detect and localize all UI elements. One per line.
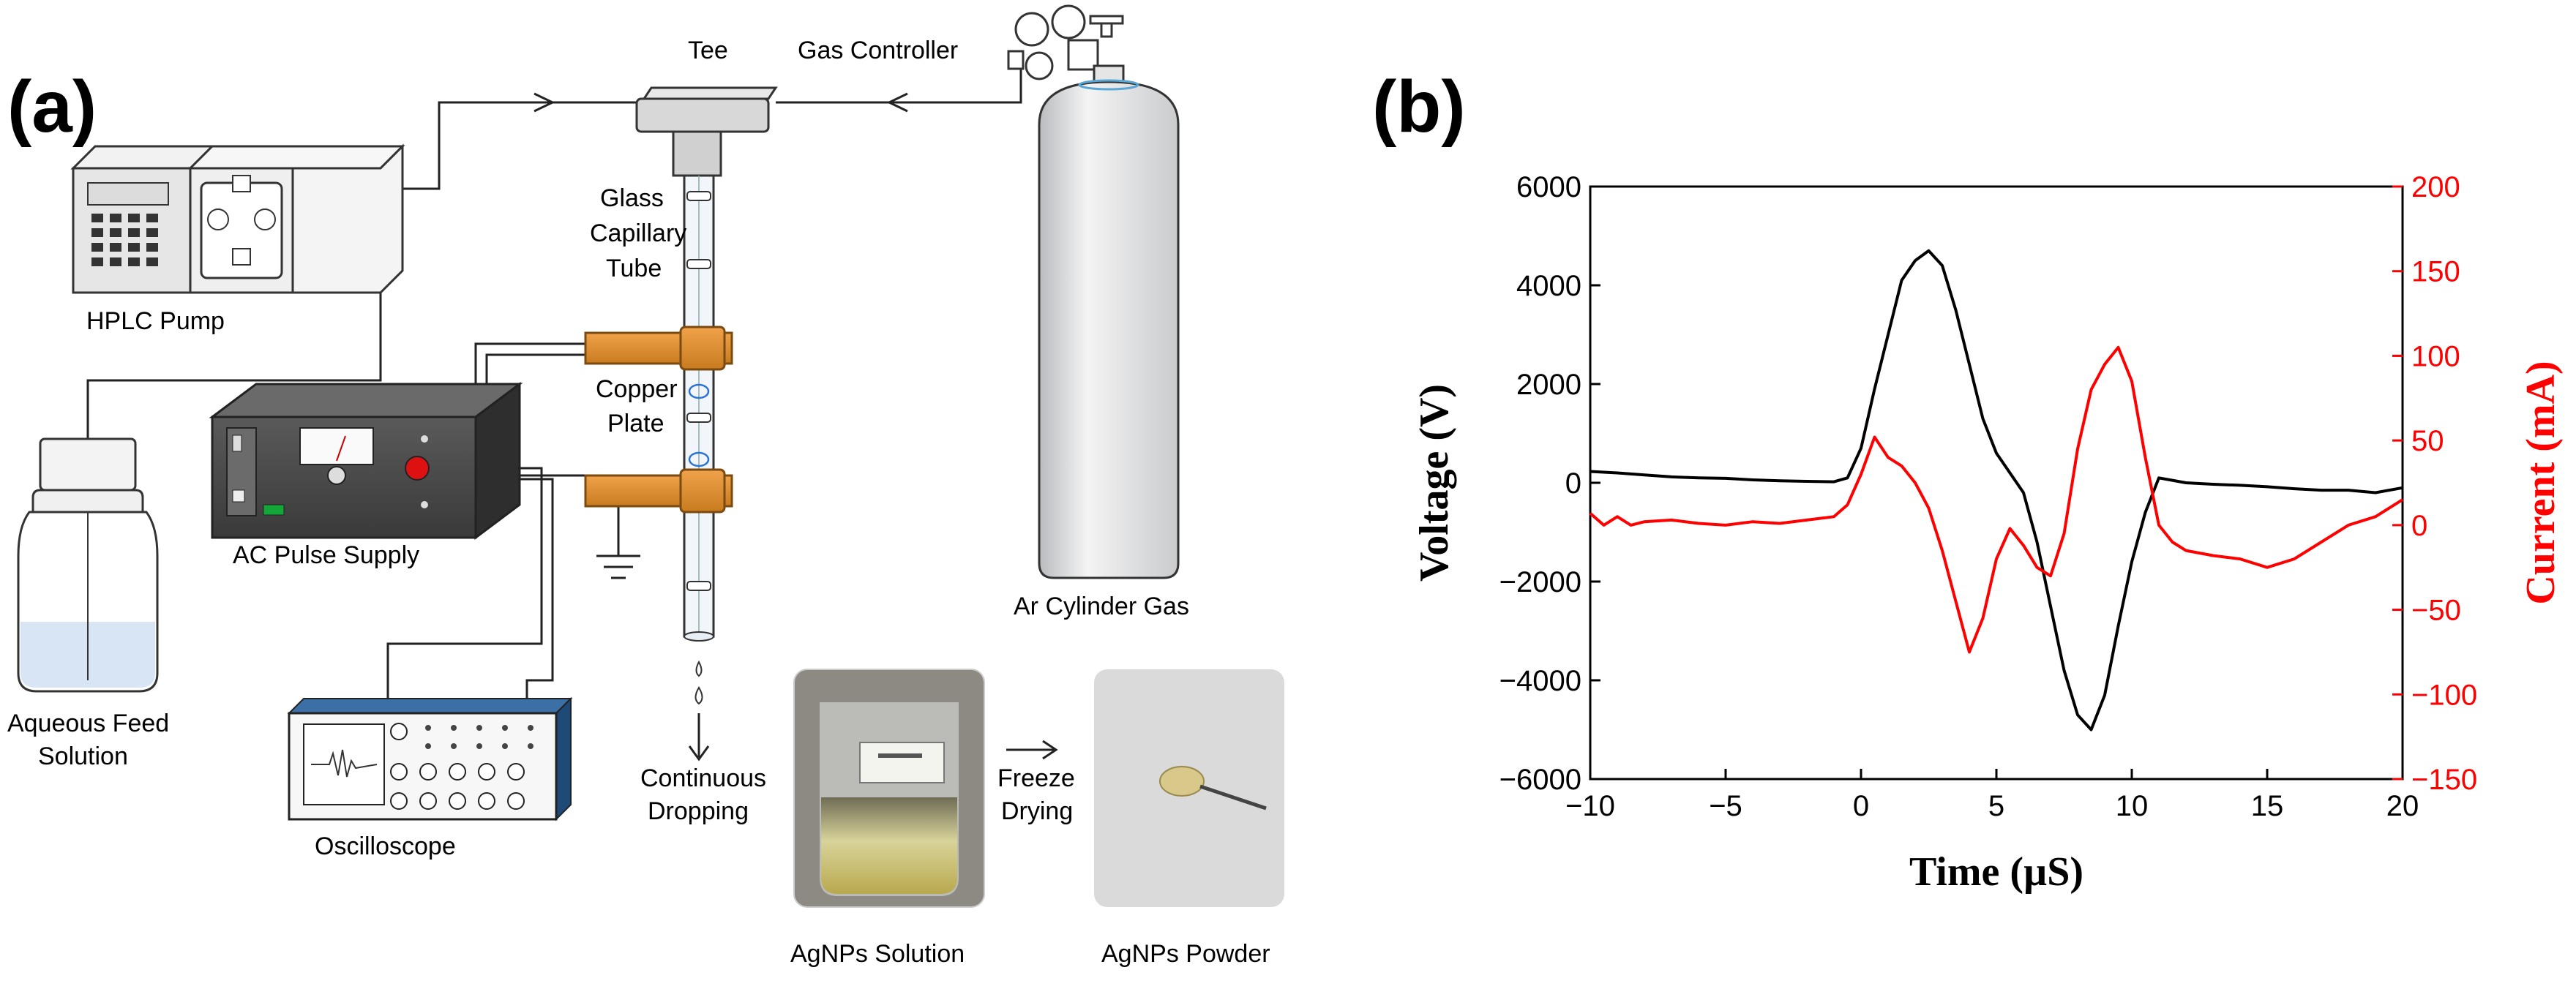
gauge-left-icon bbox=[1014, 12, 1049, 47]
ac-pulse-supply bbox=[209, 382, 523, 540]
agnps-powder-photo bbox=[1094, 669, 1284, 907]
x-tick-label: −10 bbox=[1565, 790, 1615, 822]
label-glass-capillary-3: Tube bbox=[606, 255, 662, 282]
y-tick-label: −6000 bbox=[1499, 764, 1581, 796]
label-tee: Tee bbox=[688, 37, 728, 64]
label-oscilloscope: Oscilloscope bbox=[315, 832, 456, 860]
label-gas-controller: Gas Controller bbox=[798, 37, 958, 64]
flow-arrow-left bbox=[886, 92, 908, 113]
label-glass-capillary-1: Glass bbox=[600, 184, 664, 212]
x-tick-label: 15 bbox=[2251, 790, 2284, 822]
glass-capillary-tube bbox=[683, 174, 715, 642]
panel-a-label: (a) bbox=[7, 66, 97, 148]
y2-tick-label: 50 bbox=[2411, 425, 2444, 457]
ar-cylinder bbox=[1038, 64, 1180, 579]
pump-display bbox=[87, 182, 169, 206]
x-axis-ticks: −10 −5 0 5 10 15 20 bbox=[1565, 769, 2419, 822]
osc-waveform bbox=[311, 749, 378, 778]
supply-meter bbox=[299, 427, 374, 465]
label-aqueous-feed-1: Aqueous Feed bbox=[7, 710, 169, 737]
y-tick-label: 6000 bbox=[1516, 171, 1581, 203]
y-axis-right-ticks: −150 −100 −50 0 50 100 150 200 bbox=[2392, 171, 2477, 796]
x-tick-label: 0 bbox=[1853, 790, 1869, 822]
x-tick-label: 5 bbox=[1988, 790, 2004, 822]
supply-knob-icon bbox=[327, 466, 346, 485]
x-axis-label: Time (µS) bbox=[1909, 849, 2083, 895]
pump-head-right-icon bbox=[254, 208, 276, 230]
panel-b-label: (b) bbox=[1372, 66, 1466, 148]
label-copper-plate-2: Plate bbox=[607, 410, 664, 437]
y-axis-left-ticks: −6000 −4000 −2000 0 2000 4000 6000 bbox=[1499, 171, 1600, 796]
y-tick-label: 0 bbox=[1565, 467, 1581, 500]
y2-tick-label: −150 bbox=[2411, 764, 2477, 796]
label-hplc-pump: HPLC Pump bbox=[86, 307, 225, 335]
label-copper-plate-1: Copper bbox=[596, 375, 678, 403]
plot-frame bbox=[1589, 185, 2404, 781]
panel-b: (b) −10 −5 0 5 10 15 20 −6000−4000−20000200040… bbox=[1372, 66, 2564, 895]
x-tick-label: 20 bbox=[2386, 790, 2419, 822]
tube-pump-to-tee bbox=[381, 101, 637, 190]
wire-supply-to-osc-1 bbox=[386, 467, 543, 702]
label-ar-cylinder-gas: Ar Cylinder Gas bbox=[1014, 593, 1189, 620]
y2-tick-label: −100 bbox=[2411, 679, 2477, 711]
tube-gas-to-tee bbox=[776, 60, 1022, 104]
label-aqueous-feed-2: Solution bbox=[38, 742, 128, 770]
series-voltage-line bbox=[1590, 249, 2403, 732]
oscilloscope bbox=[287, 696, 573, 821]
y2-tick-label: 200 bbox=[2411, 171, 2460, 203]
agnps-solution-photo bbox=[793, 669, 985, 908]
hplc-pump bbox=[70, 143, 405, 294]
aqueous-feed-bottle bbox=[17, 437, 159, 693]
y-tick-label: −4000 bbox=[1499, 665, 1581, 697]
y-tick-label: 4000 bbox=[1516, 270, 1581, 302]
pump-head-left-icon bbox=[207, 208, 229, 230]
panel-a: (a) bbox=[7, 4, 1284, 968]
chart: −10 −5 0 5 10 15 20 −6000−4000−200002000400060… bbox=[1412, 171, 2564, 895]
osc-knobs bbox=[390, 723, 525, 810]
label-ac-pulse-supply: AC Pulse Supply bbox=[233, 541, 419, 569]
label-freeze-drying-2: Drying bbox=[1001, 797, 1073, 825]
label-continuous-dropping-1: Continuous bbox=[640, 764, 766, 792]
y2-tick-label: 150 bbox=[2411, 256, 2460, 288]
copper-plates bbox=[584, 326, 733, 514]
x-tick-label: 10 bbox=[2116, 790, 2149, 822]
flow-arrow-right bbox=[533, 92, 555, 113]
gauge-right-icon bbox=[1051, 4, 1086, 40]
label-glass-capillary-2: Capillary bbox=[590, 219, 686, 247]
label-continuous-dropping-2: Dropping bbox=[648, 797, 749, 825]
gas-controller-regulator bbox=[1007, 4, 1124, 80]
y-tick-label: 2000 bbox=[1516, 369, 1581, 401]
y2-tick-label: 100 bbox=[2411, 340, 2460, 372]
ground-symbol bbox=[596, 554, 640, 579]
y-tick-label: −2000 bbox=[1499, 566, 1581, 598]
label-agnps-solution: AgNPs Solution bbox=[790, 940, 965, 968]
label-agnps-powder: AgNPs Powder bbox=[1101, 940, 1270, 968]
pump-keypad bbox=[91, 214, 158, 266]
droplets bbox=[694, 660, 703, 705]
label-freeze-drying-1: Freeze bbox=[997, 764, 1075, 792]
wire-supply-bottom bbox=[512, 474, 587, 490]
series-current-line bbox=[1589, 345, 2404, 654]
y2-tick-label: 0 bbox=[2411, 510, 2427, 542]
tee-junction bbox=[635, 86, 778, 177]
y2-tick-label: −50 bbox=[2411, 595, 2461, 627]
wire-supply-to-osc-2 bbox=[520, 478, 554, 702]
y-axis-right-label: Current (mA) bbox=[2518, 361, 2564, 604]
x-tick-label: −5 bbox=[1709, 790, 1742, 822]
supply-red-button-icon bbox=[405, 456, 430, 481]
y-axis-left-label: Voltage (V) bbox=[1412, 384, 1457, 582]
